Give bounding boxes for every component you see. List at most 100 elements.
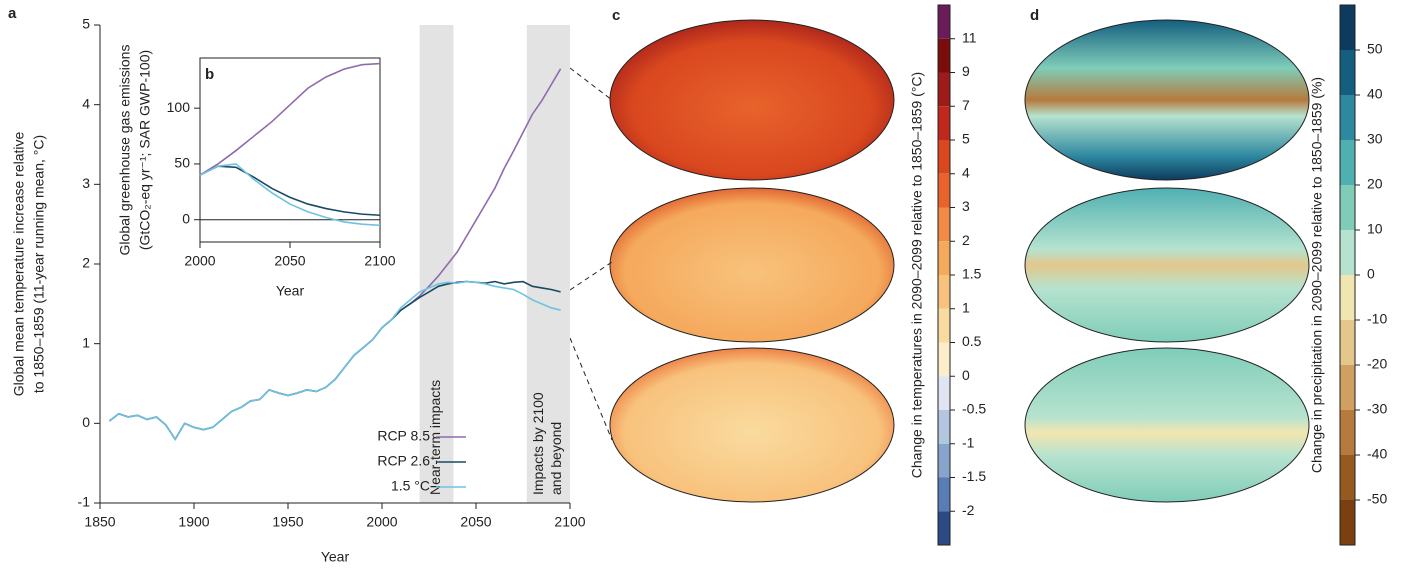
colorbar-label: Change in temperatures in 2090–2099 rela… [909,72,925,478]
x-tick-label: 1850 [84,514,115,530]
colorbar-tick-label: 0 [1367,266,1375,282]
colorbar-tick-label: -20 [1367,356,1387,372]
annotation: Near-term impacts [427,380,443,495]
map [1024,19,1310,181]
colorbar-tick-label: 7 [962,97,970,113]
map [609,347,895,503]
x-tick-label: 2100 [364,253,395,269]
x-tick-label: 2000 [184,253,215,269]
y-tick-label: 100 [167,99,191,115]
x-tick-label: 2100 [554,514,585,530]
y-axis-label: Global mean temperature increase relativ… [11,131,27,396]
y-tick-label: -1 [78,494,91,510]
colorbar-segment [938,511,950,545]
colorbar-tick-label: -0.5 [962,401,986,417]
colorbar-segment [1340,365,1355,410]
series-line [108,280,561,441]
colorbar-segment [938,241,950,275]
x-tick-label: 1900 [178,514,209,530]
colorbar-segment [1340,95,1355,140]
colorbar-segment [938,207,950,242]
y-axis-label: (GtCO₂-eq yr⁻¹; SAR GWP-100) [137,50,153,250]
colorbar-tick-label: -2 [962,502,975,518]
y-tick-label: 1 [82,334,90,350]
colorbar-segment [938,477,950,512]
colorbar-tick-label: 10 [1367,221,1383,237]
colorbar-segment [938,275,950,309]
colorbar-segment [1340,230,1355,275]
map [1024,347,1310,503]
x-tick-label: 2050 [460,514,491,530]
colorbar-tick-label: -40 [1367,446,1387,462]
colorbar-segment [938,38,950,73]
legend-label: RCP 8.5 [377,428,430,444]
colorbar-tick-label: 2 [962,232,970,248]
panel-label: a [8,5,17,22]
colorbar-tick-label: -1.5 [962,468,986,484]
colorbar-segment [1340,185,1355,230]
colorbar-segment [938,140,950,174]
colorbar-segment [1340,500,1355,545]
inset-frame [199,57,381,243]
colorbar-segment [938,5,950,39]
connector [569,337,613,441]
colorbar-tick-label: 20 [1367,176,1383,192]
colorbar-segment [1340,140,1355,185]
x-tick-label: 1950 [272,514,303,530]
y-axis-label: Global greenhouse gas emissions [117,45,133,256]
legend-label: RCP 2.6 [377,453,430,469]
colorbar-segment [1340,320,1355,365]
panel-label: c [612,7,620,24]
colorbar-tick-label: -30 [1367,401,1387,417]
connector [569,67,613,101]
colorbar-label: Change in precipitation in 2090–2099 rel… [1309,77,1325,473]
colorbar-segment [938,410,950,444]
y-tick-label: 0 [82,414,90,430]
colorbar-tick-label: 40 [1367,86,1383,102]
map [1024,187,1310,343]
colorbar-segment [938,443,950,478]
band [526,25,570,503]
maps [609,19,1310,503]
y-tick-label: 0 [182,210,190,226]
y-axis-label: to 1850–1859 (11-year running mean, °C) [31,135,47,393]
colorbar-segment [938,106,950,140]
colorbar-tick-label: 11 [962,29,977,45]
legend-label: 1.5 °C [391,478,430,494]
colorbar-tick-label: 4 [962,164,970,180]
panel-label: d [1030,7,1039,24]
colorbar-tick-label: -10 [1367,311,1387,327]
colorbar-tick-label: 0 [962,367,970,383]
colorbar-tick-label: 1 [962,299,970,315]
colorbar-segment [938,173,950,208]
colorbar-tick-label: 0.5 [962,333,982,349]
series-line [199,62,381,176]
x-tick-label: 2050 [274,253,305,269]
x-tick-label: 2000 [366,514,397,530]
annotation: Impacts by 2100 [530,392,546,495]
colorbar-tick-label: 3 [962,198,970,214]
colorbar-tick-label: 50 [1367,41,1383,57]
colorbar-tick-label: 1.5 [962,266,982,282]
y-tick-label: 5 [82,16,90,32]
series-line [199,163,381,227]
map [609,19,895,181]
colorbar-segment [1340,50,1355,95]
y-tick-label: 4 [82,95,90,111]
colorbar-tick-label: 30 [1367,131,1383,147]
y-tick-label: 2 [82,255,90,271]
colorbar-segment [1340,410,1355,455]
map [609,187,895,343]
annotation: and beyond [548,422,564,495]
colorbar-tick-label: 5 [962,131,970,147]
connectors [569,67,613,441]
colorbar-segment [938,342,950,377]
series-line [108,280,561,441]
colorbar-tick-label: -1 [962,434,975,450]
connector [569,261,613,291]
panel-label: b [205,66,214,83]
series-line [199,165,381,217]
colorbar-segment [938,72,950,107]
colorbar-tick-label: 9 [962,63,970,79]
